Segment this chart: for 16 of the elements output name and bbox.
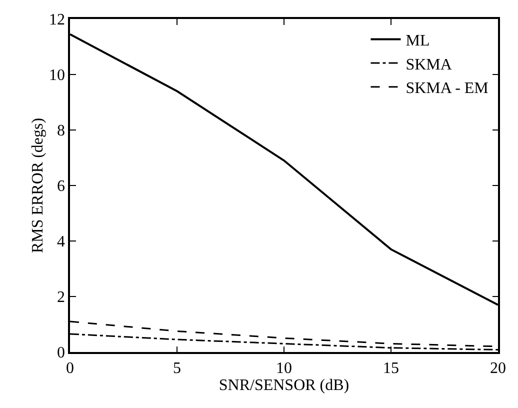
legend-label: SKMA	[406, 56, 452, 74]
x-tick-label: 10	[276, 360, 292, 377]
legend-label: SKMA - EM	[406, 80, 488, 98]
y-tick-label: 10	[49, 67, 66, 84]
x-tick-label: 5	[173, 360, 181, 377]
y-axis-title: RMS ERROR (degs)	[29, 118, 46, 254]
x-tick-label: 15	[383, 360, 399, 377]
y-tick-label: 6	[57, 178, 66, 196]
y-tick-label: 0	[57, 344, 66, 362]
y-tick-label: 4	[57, 234, 66, 251]
y-tick-label: 2	[57, 289, 66, 306]
x-tick-label: 20	[490, 360, 506, 377]
y-tick-label: 12	[49, 12, 66, 29]
x-axis-title: SNR/SENSOR (dB)	[218, 376, 350, 394]
legend-label: ML	[406, 32, 430, 50]
y-tick-label: 8	[57, 122, 66, 140]
